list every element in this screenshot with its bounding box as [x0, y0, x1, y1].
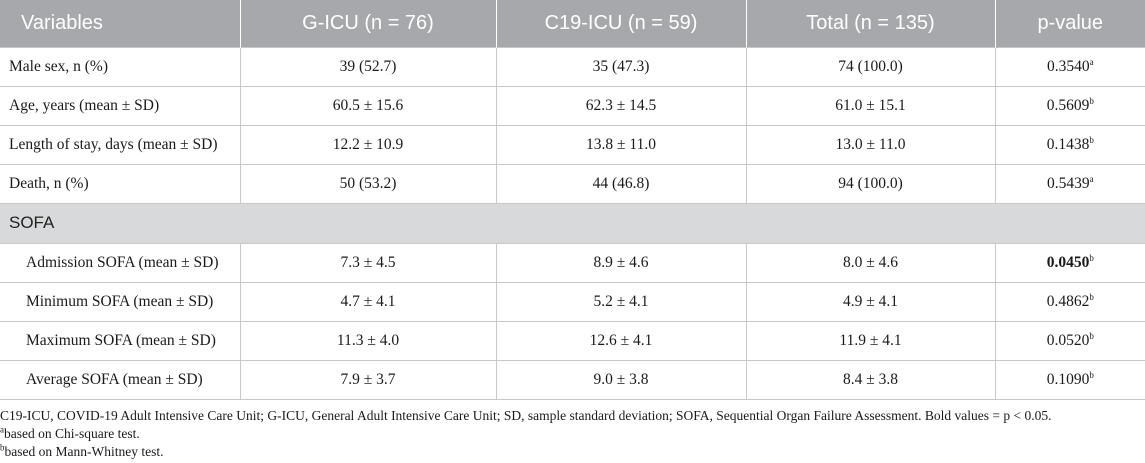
cell-g-icu: 12.2 ± 10.9	[239, 124, 497, 165]
cell-g-icu: 50 (53.2)	[239, 163, 497, 204]
table-row: Admission SOFA (mean ± SD) 7.3 ± 4.5 8.9…	[0, 242, 1145, 283]
cell-p-value: 0.5439a	[994, 163, 1145, 204]
p-value-superscript: a	[1089, 173, 1094, 184]
p-value-text-bold: 0.0450	[1046, 253, 1090, 271]
section-row-sofa: SOFA	[0, 203, 1145, 243]
section-label: SOFA	[0, 203, 1145, 243]
cell-p-value: 0.0450b	[994, 242, 1145, 283]
cell-g-icu: 39 (52.7)	[239, 46, 497, 87]
cell-g-icu: 11.3 ± 4.0	[239, 320, 497, 361]
cell-total: 8.0 ± 4.6	[745, 242, 996, 283]
cell-p-value: 0.3540a	[994, 46, 1145, 87]
cell-c19-icu: 44 (46.8)	[495, 163, 747, 204]
cell-p-value: 0.1090b	[994, 359, 1145, 400]
p-value-superscript: b	[1089, 330, 1094, 341]
cell-total: 13.0 ± 11.0	[745, 124, 996, 165]
cell-p-value: 0.0520b	[994, 320, 1145, 361]
table-row: Maximum SOFA (mean ± SD) 11.3 ± 4.0 12.6…	[0, 320, 1145, 361]
table-header: Variables G-ICU (n = 76) C19-ICU (n = 59…	[0, 0, 1145, 47]
row-label: Average SOFA (mean ± SD)	[0, 359, 241, 400]
p-value-superscript: b	[1089, 369, 1094, 380]
table-row: Length of stay, days (mean ± SD) 12.2 ± …	[0, 124, 1145, 165]
cell-g-icu: 4.7 ± 4.1	[239, 281, 497, 322]
footnote-a-marker: a	[0, 424, 4, 435]
footnote-abbreviations: C19-ICU, COVID-19 Adult Intensive Care U…	[0, 408, 1052, 423]
p-value-text: 0.4862	[1046, 292, 1090, 310]
footnote-a-text: based on Chi-square test.	[4, 426, 140, 441]
cell-p-value: 0.5609b	[994, 85, 1145, 126]
p-value-superscript: b	[1089, 95, 1094, 106]
cell-c19-icu: 62.3 ± 14.5	[495, 85, 747, 126]
row-label: Maximum SOFA (mean ± SD)	[0, 320, 241, 361]
header-variables: Variables	[0, 0, 241, 47]
cell-c19-icu: 9.0 ± 3.8	[495, 359, 747, 400]
p-value-superscript: a	[1089, 56, 1094, 67]
table-footnotes: C19-ICU, COVID-19 Adult Intensive Care U…	[0, 407, 1145, 461]
p-value-text: 0.3540	[1046, 57, 1090, 75]
header-c19-icu: C19-ICU (n = 59)	[495, 0, 747, 47]
footnote-a: abased on Chi-square test.	[0, 425, 1145, 443]
cell-total: 11.9 ± 4.1	[745, 320, 996, 361]
row-label: Age, years (mean ± SD)	[0, 85, 241, 126]
table-row: Death, n (%) 50 (53.2) 44 (46.8) 94 (100…	[0, 163, 1145, 204]
cell-p-value: 0.4862b	[994, 281, 1145, 322]
table-row: Minimum SOFA (mean ± SD) 4.7 ± 4.1 5.2 ±…	[0, 281, 1145, 322]
header-total: Total (n = 135)	[745, 0, 996, 47]
cell-total: 61.0 ± 15.1	[745, 85, 996, 126]
p-value-text: 0.5439	[1046, 174, 1090, 192]
table-row: Male sex, n (%) 39 (52.7) 35 (47.3) 74 (…	[0, 46, 1145, 87]
header-g-icu: G-ICU (n = 76)	[239, 0, 497, 47]
row-label: Admission SOFA (mean ± SD)	[0, 242, 241, 283]
header-row: Variables G-ICU (n = 76) C19-ICU (n = 59…	[0, 0, 1145, 47]
cell-c19-icu: 13.8 ± 11.0	[495, 124, 747, 165]
header-p-value: p-value	[994, 0, 1145, 47]
p-value-superscript: b	[1089, 291, 1094, 302]
p-value-text: 0.1090	[1046, 370, 1090, 388]
row-label: Death, n (%)	[0, 163, 241, 204]
results-table: Variables G-ICU (n = 76) C19-ICU (n = 59…	[0, 0, 1145, 400]
cell-total: 74 (100.0)	[745, 46, 996, 87]
footnote-b-text: based on Mann-Whitney test.	[4, 444, 164, 459]
footnote-b-marker: b	[0, 442, 5, 453]
row-label: Male sex, n (%)	[0, 46, 241, 87]
cell-c19-icu: 5.2 ± 4.1	[495, 281, 747, 322]
cell-total: 94 (100.0)	[745, 163, 996, 204]
p-value-superscript: b	[1089, 252, 1094, 263]
row-label: Length of stay, days (mean ± SD)	[0, 124, 241, 165]
cell-c19-icu: 8.9 ± 4.6	[495, 242, 747, 283]
cell-c19-icu: 35 (47.3)	[495, 46, 747, 87]
p-value-text: 0.1438	[1046, 135, 1090, 153]
p-value-text: 0.0520	[1046, 331, 1090, 349]
cell-g-icu: 60.5 ± 15.6	[239, 85, 497, 126]
cell-total: 8.4 ± 3.8	[745, 359, 996, 400]
table-row: Age, years (mean ± SD) 60.5 ± 15.6 62.3 …	[0, 85, 1145, 126]
table-body: Male sex, n (%) 39 (52.7) 35 (47.3) 74 (…	[0, 46, 1145, 400]
cell-c19-icu: 12.6 ± 4.1	[495, 320, 747, 361]
table-row: Average SOFA (mean ± SD) 7.9 ± 3.7 9.0 ±…	[0, 359, 1145, 400]
cell-g-icu: 7.3 ± 4.5	[239, 242, 497, 283]
row-label: Minimum SOFA (mean ± SD)	[0, 281, 241, 322]
footnote-b: bbased on Mann-Whitney test.	[0, 443, 1145, 461]
p-value-text: 0.5609	[1046, 96, 1090, 114]
p-value-superscript: b	[1089, 134, 1094, 145]
cell-p-value: 0.1438b	[994, 124, 1145, 165]
cell-total: 4.9 ± 4.1	[745, 281, 996, 322]
cell-g-icu: 7.9 ± 3.7	[239, 359, 497, 400]
